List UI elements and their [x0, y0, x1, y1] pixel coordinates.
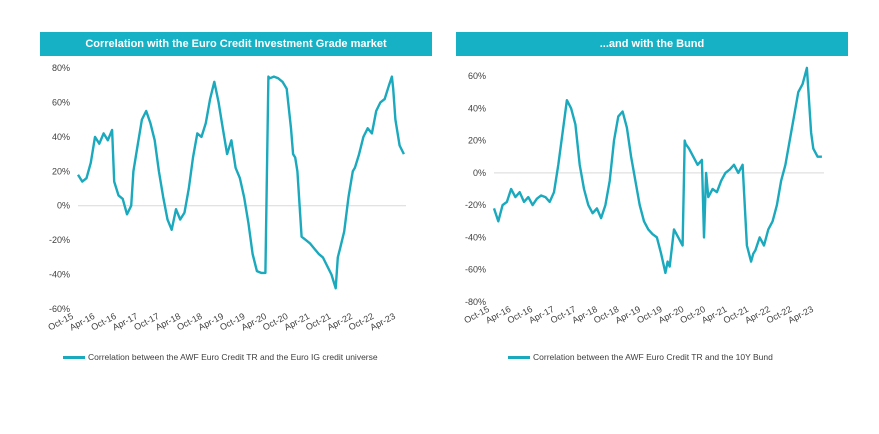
series-line: [76, 75, 405, 290]
y-tick-label: -60%: [49, 304, 70, 314]
y-tick-label: -40%: [49, 270, 70, 280]
y-tick-label: 20%: [52, 166, 70, 176]
y-tick-label: -20%: [49, 235, 70, 245]
chart-panel-euro-ig: Correlation with the Euro Credit Investm…: [40, 32, 432, 56]
y-tick-label: 40%: [52, 132, 70, 142]
legend-label-bund: Correlation between the AWF Euro Credit …: [533, 352, 773, 362]
legend-label-euro-ig: Correlation between the AWF Euro Credit …: [88, 352, 378, 362]
legend-bund: Correlation between the AWF Euro Credit …: [508, 352, 773, 362]
legend-swatch-euro-ig: [63, 355, 85, 359]
y-tick-label: 0%: [57, 201, 70, 211]
y-tick-label: 80%: [52, 63, 70, 73]
legend-euro-ig: Correlation between the AWF Euro Credit …: [63, 352, 378, 362]
chart-title-bund: ...and with the Bund: [456, 32, 848, 56]
x-tick-label: Apr-23: [368, 311, 397, 333]
legend-swatch-bund: [508, 355, 530, 359]
y-tick-label: 60%: [52, 97, 70, 107]
chart-title-euro-ig: Correlation with the Euro Credit Investm…: [40, 32, 432, 56]
chart-panel-bund: ...and with the Bund: [456, 32, 848, 56]
